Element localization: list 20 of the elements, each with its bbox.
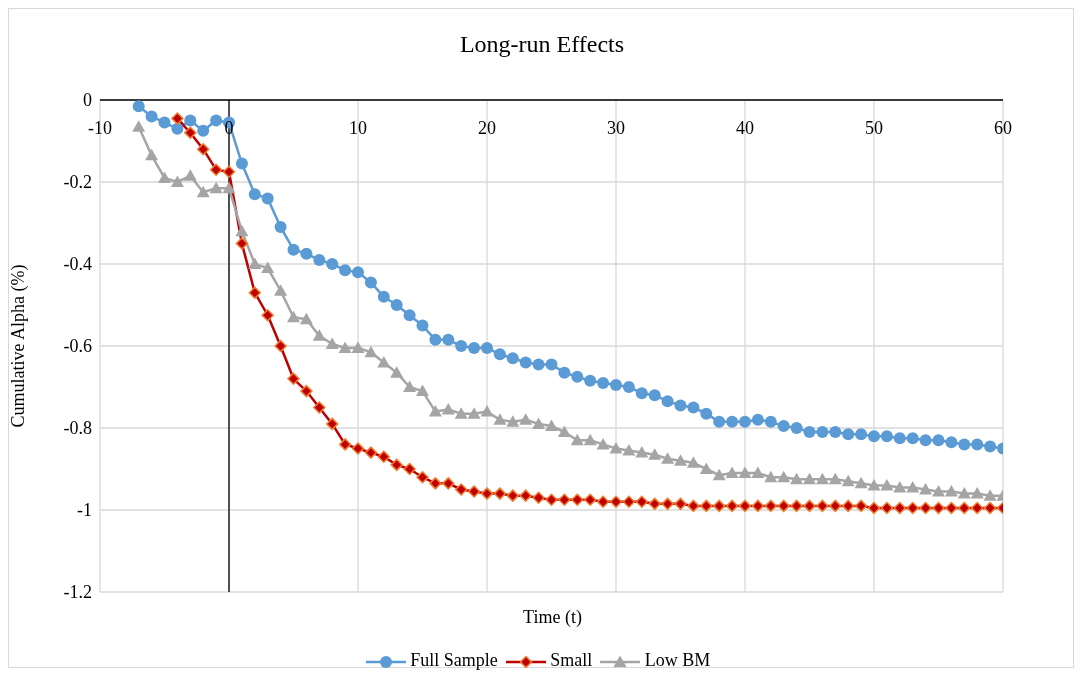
- x-tick-label: 10: [349, 118, 367, 138]
- y-tick-label: -1: [77, 500, 92, 521]
- x-tick-label: 50: [865, 118, 883, 138]
- y-tick-label: -0.4: [63, 254, 92, 275]
- x-tick-label: 30: [607, 118, 625, 138]
- x-tick-label: 60: [994, 118, 1012, 138]
- x-tick-label: -10: [88, 118, 112, 138]
- y-axis-title: Cumulative Alpha (%): [8, 264, 30, 428]
- y-tick-label: -0.6: [63, 336, 92, 357]
- x-tick-label: 20: [478, 118, 496, 138]
- y-tick-label: -0.8: [63, 418, 92, 439]
- legend-label: Small: [549, 650, 593, 670]
- y-tick-label: 0: [83, 90, 92, 111]
- x-tick-label: 40: [736, 118, 754, 138]
- y-tick-label: -1.2: [63, 582, 92, 603]
- legend-label: Low BM: [643, 650, 711, 670]
- y-tick-label: -0.2: [63, 172, 92, 193]
- chart-title: Long-run Effects: [458, 31, 626, 58]
- x-axis-title: Time (t): [522, 607, 583, 628]
- legend-label: Full Sample: [409, 650, 498, 670]
